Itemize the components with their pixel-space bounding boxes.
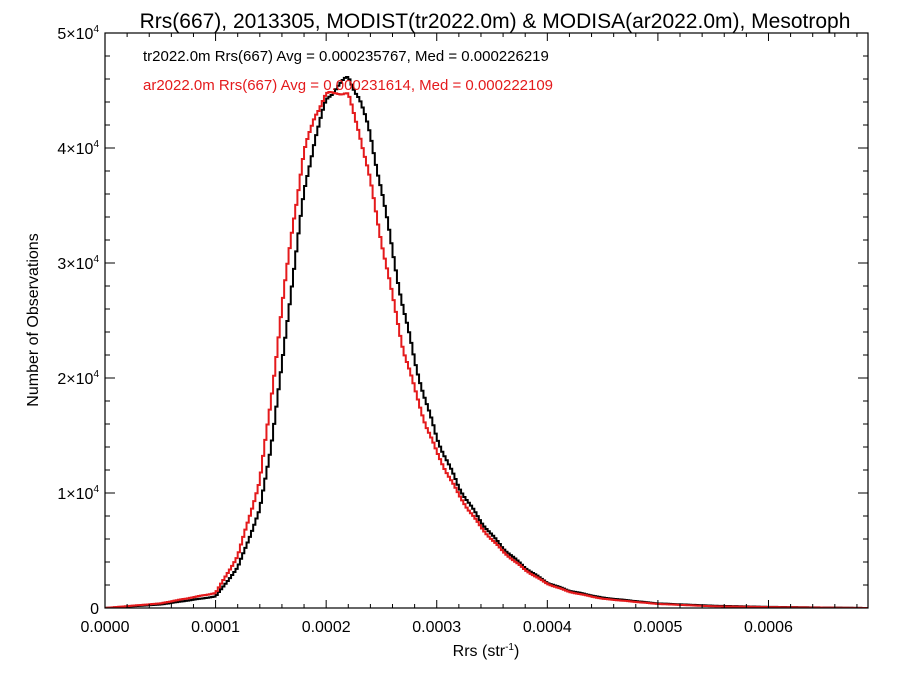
series-line-1 xyxy=(105,75,868,608)
series-line-2 xyxy=(105,91,868,608)
y-tick-label: 5×104 xyxy=(57,24,99,43)
x-axis: 0.0000 0.0001 0.0002 0.0003 0.0004 0.0005 0.00… xyxy=(81,33,858,636)
y-axis-label: Number of Observations xyxy=(25,233,42,406)
legend-entry-1: tr2022.0m Rrs(667) Avg = 0.000235767, Me… xyxy=(143,48,549,65)
y-tick-label: 2×104 xyxy=(57,369,99,388)
x-axis-label: Rrs (str-1) xyxy=(453,642,520,660)
y-axis: 0 1×104 2×104 3×104 4×104 5×104 xyxy=(57,24,868,618)
x-tick-label: 0.0002 xyxy=(302,619,351,636)
x-tick-label: 0.0006 xyxy=(744,619,793,636)
x-tick-label: 0.0003 xyxy=(412,619,461,636)
series-layer xyxy=(105,75,868,608)
x-tick-label: 0.0004 xyxy=(523,619,572,636)
legend-entry-2: ar2022.0m Rrs(667) Avg = 0.000231614, Me… xyxy=(143,77,553,94)
y-tick-label: 1×104 xyxy=(57,484,99,503)
x-tick-label: 0.0000 xyxy=(81,619,130,636)
y-tick-label: 4×104 xyxy=(57,139,99,158)
x-tick-label: 0.0005 xyxy=(633,619,682,636)
y-tick-label: 3×104 xyxy=(57,254,99,273)
plot-frame xyxy=(104,32,869,609)
chart-title: Rrs(667), 2013305, MODIST(tr2022.0m) & M… xyxy=(140,10,851,33)
x-tick-label: 0.0001 xyxy=(191,619,240,636)
y-tick-label: 0 xyxy=(90,601,99,618)
